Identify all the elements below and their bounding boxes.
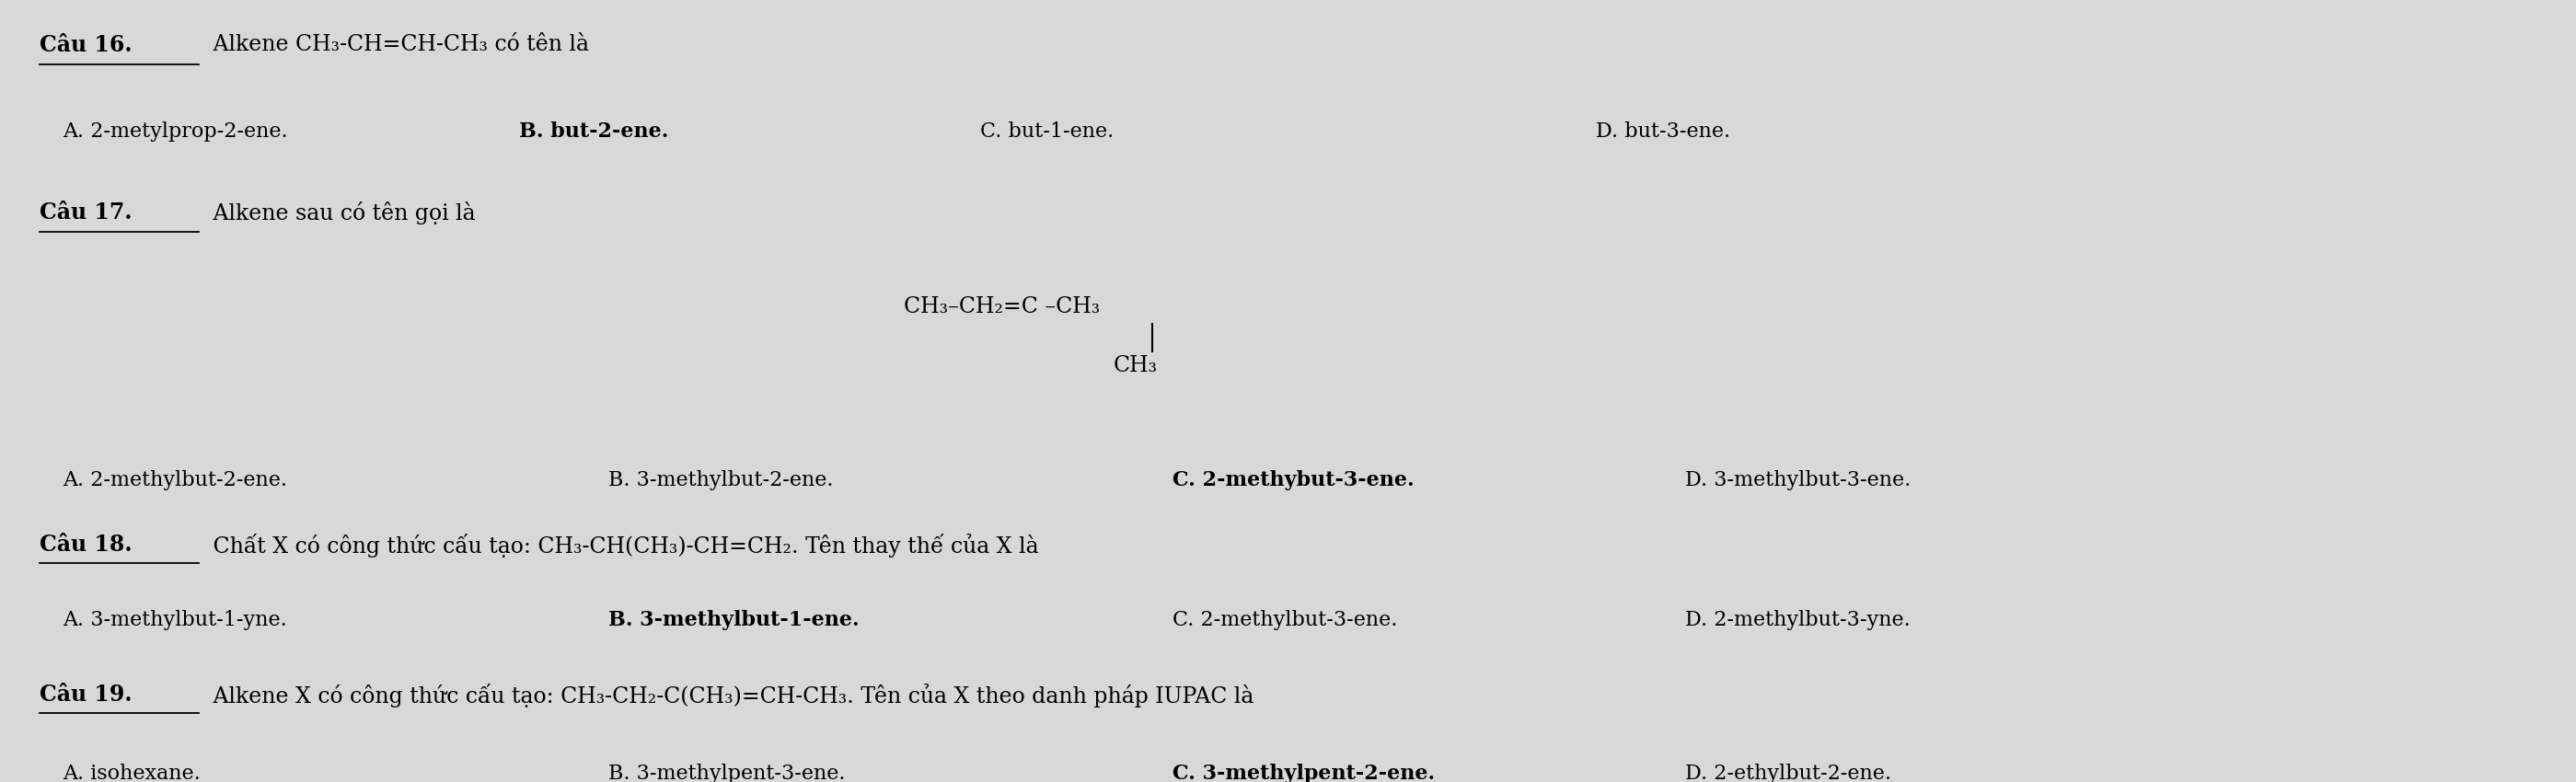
Text: CH₃: CH₃ [1113, 355, 1159, 376]
Text: C. 3-methylpent-2-ene.: C. 3-methylpent-2-ene. [1172, 763, 1435, 782]
Text: A. isohexane.: A. isohexane. [62, 763, 201, 782]
Text: B. 3-methylpent-3-ene.: B. 3-methylpent-3-ene. [608, 763, 845, 782]
Text: A. 3-methylbut-1-yne.: A. 3-methylbut-1-yne. [62, 610, 286, 630]
Text: D. 2-methylbut-3-yne.: D. 2-methylbut-3-yne. [1685, 610, 1911, 630]
Text: C. 2-methybut-3-ene.: C. 2-methybut-3-ene. [1172, 471, 1414, 490]
Text: B. 3-methylbut-2-ene.: B. 3-methylbut-2-ene. [608, 471, 835, 490]
Text: A. 2-methylbut-2-ene.: A. 2-methylbut-2-ene. [62, 471, 289, 490]
Text: D. but-3-ene.: D. but-3-ene. [1595, 121, 1731, 142]
Text: C. 2-methylbut-3-ene.: C. 2-methylbut-3-ene. [1172, 610, 1399, 630]
Text: Chất X có công thức cấu tạo: CH₃-CH(CH₃)-CH=CH₂. Tên thay thế của X là: Chất X có công thức cấu tạo: CH₃-CH(CH₃)… [206, 533, 1038, 557]
Text: Câu 17.: Câu 17. [39, 202, 131, 224]
Text: Câu 19.: Câu 19. [39, 683, 131, 705]
Text: D. 2-ethylbut-2-ene.: D. 2-ethylbut-2-ene. [1685, 763, 1891, 782]
Text: D. 3-methylbut-3-ene.: D. 3-methylbut-3-ene. [1685, 471, 1911, 490]
Text: B. 3-methylbut-1-ene.: B. 3-methylbut-1-ene. [608, 610, 860, 630]
Text: Alkene X có công thức cấu tạo: CH₃-CH₂-C(CH₃)=CH-CH₃. Tên của X theo danh pháp I: Alkene X có công thức cấu tạo: CH₃-CH₂-C… [206, 683, 1255, 707]
Text: C. but-1-ene.: C. but-1-ene. [981, 121, 1113, 142]
Text: Alkene sau có tên gọi là: Alkene sau có tên gọi là [206, 202, 477, 224]
Text: A. 2-metylprop-2-ene.: A. 2-metylprop-2-ene. [62, 121, 289, 142]
Text: B. but-2-ene.: B. but-2-ene. [518, 121, 670, 142]
Text: CH₃–CH₂=C –CH₃: CH₃–CH₂=C –CH₃ [904, 296, 1100, 317]
Text: Câu 18.: Câu 18. [39, 533, 131, 555]
Text: Câu 16.: Câu 16. [39, 34, 131, 56]
Text: Alkene CH₃-CH=CH-CH₃ có tên là: Alkene CH₃-CH=CH-CH₃ có tên là [206, 34, 590, 56]
